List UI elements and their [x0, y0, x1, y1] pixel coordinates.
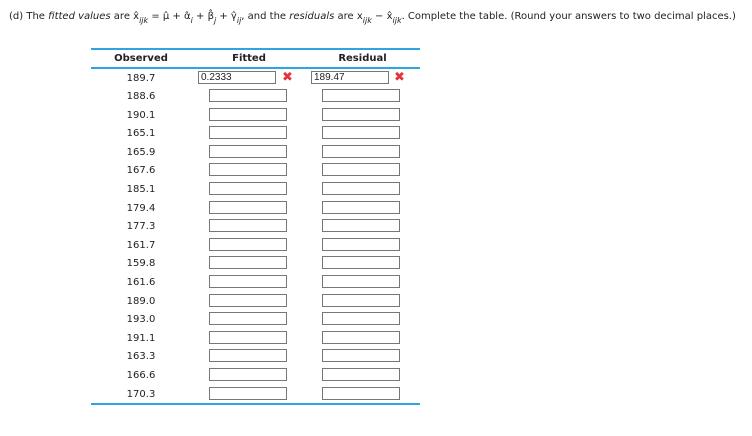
- observed-value: 188.6: [126, 91, 156, 102]
- fitted-input[interactable]: [209, 330, 287, 344]
- fitted-input[interactable]: [209, 107, 287, 121]
- residual-input[interactable]: [322, 107, 400, 121]
- table-row: 193.0: [91, 310, 420, 329]
- residual-input[interactable]: [322, 126, 400, 140]
- table-row: 161.7: [91, 236, 420, 255]
- fitted-input[interactable]: [209, 386, 287, 400]
- observed-value: 185.1: [126, 183, 156, 195]
- table-row: 167.6: [91, 161, 420, 180]
- residual-input[interactable]: [322, 144, 400, 158]
- observed-value: 177.3: [126, 221, 156, 233]
- observed-value: 163.3: [126, 351, 156, 363]
- residual-input[interactable]: 189.47: [311, 71, 389, 84]
- question-text: (d) The fitted values are x̂ijk = μ̂ + α…: [9, 11, 736, 25]
- fitted-input[interactable]: [209, 219, 287, 233]
- observed-value: 161.7: [126, 239, 156, 251]
- fitted-input[interactable]: [209, 349, 287, 363]
- observed-value: 193.0: [126, 314, 156, 326]
- observed-value: 179.4: [126, 202, 156, 214]
- table-row: 189.0: [91, 292, 420, 311]
- x-mark-icon: ✖: [394, 70, 405, 85]
- residual-input[interactable]: [322, 163, 400, 177]
- header-residual: Residual: [338, 53, 387, 64]
- fitted-input[interactable]: [209, 367, 287, 381]
- observed-value: 166.6: [126, 369, 156, 381]
- table-row: 177.3: [91, 217, 420, 236]
- residual-input[interactable]: [322, 237, 400, 251]
- fitted-input[interactable]: [209, 293, 287, 307]
- fitted-input[interactable]: [209, 256, 287, 270]
- table-row: 179.4: [91, 199, 420, 218]
- residual-input[interactable]: [322, 256, 400, 270]
- table-row: 163.3: [91, 347, 420, 366]
- observed-value: 190.1: [126, 109, 156, 121]
- residual-input[interactable]: [322, 219, 400, 233]
- fitted-input[interactable]: [209, 200, 287, 214]
- table-row: 161.6: [91, 273, 420, 292]
- residual-input[interactable]: [322, 293, 400, 307]
- observed-value: 165.1: [126, 128, 156, 140]
- residual-input[interactable]: [322, 200, 400, 214]
- residual-input[interactable]: [322, 330, 400, 344]
- table-row: 165.9: [91, 143, 420, 162]
- fitted-input[interactable]: [209, 144, 287, 158]
- residual-input[interactable]: [322, 274, 400, 288]
- fitted-input[interactable]: [209, 274, 287, 288]
- observed-value: 159.8: [126, 258, 156, 270]
- residual-input[interactable]: [322, 181, 400, 195]
- residual-input[interactable]: [322, 386, 400, 400]
- residual-input[interactable]: [322, 312, 400, 326]
- observed-value: 170.3: [126, 388, 156, 400]
- table-row: 165.1: [91, 124, 420, 143]
- fitted-input[interactable]: [209, 312, 287, 326]
- table-row: 190.1: [91, 106, 420, 125]
- table-row: 188.6: [91, 87, 420, 106]
- residual-input[interactable]: [322, 349, 400, 363]
- header-observed: Observed: [114, 53, 168, 64]
- header-fitted: Fitted: [232, 53, 266, 64]
- fitted-input[interactable]: [209, 181, 287, 195]
- residual-input[interactable]: [322, 367, 400, 381]
- fitted-input[interactable]: [209, 89, 287, 102]
- observed-value: 165.9: [126, 146, 156, 158]
- observed-value: 191.1: [126, 332, 156, 344]
- answer-table: Observed Fitted Residual 189.7 0.2333 ✖ …: [91, 48, 420, 406]
- table-row: 159.8: [91, 254, 420, 273]
- table-row: 170.3: [91, 385, 420, 404]
- table-row: 191.1: [91, 329, 420, 348]
- table-row: 166.6: [91, 366, 420, 385]
- fitted-input[interactable]: 0.2333: [198, 71, 276, 84]
- fitted-input[interactable]: [209, 163, 287, 177]
- table-row: 189.7 0.2333 ✖ 189.47 ✖: [91, 69, 420, 87]
- table-header: Observed Fitted Residual: [91, 50, 420, 69]
- fitted-input[interactable]: [209, 237, 287, 251]
- observed-value: 161.6: [126, 276, 156, 288]
- x-mark-icon: ✖: [282, 70, 293, 85]
- residual-input[interactable]: [322, 89, 400, 102]
- table-row: 185.1: [91, 180, 420, 199]
- observed-value: 189.0: [126, 295, 156, 307]
- observed-value: 189.7: [126, 73, 156, 84]
- fitted-input[interactable]: [209, 126, 287, 140]
- observed-value: 167.6: [126, 165, 156, 177]
